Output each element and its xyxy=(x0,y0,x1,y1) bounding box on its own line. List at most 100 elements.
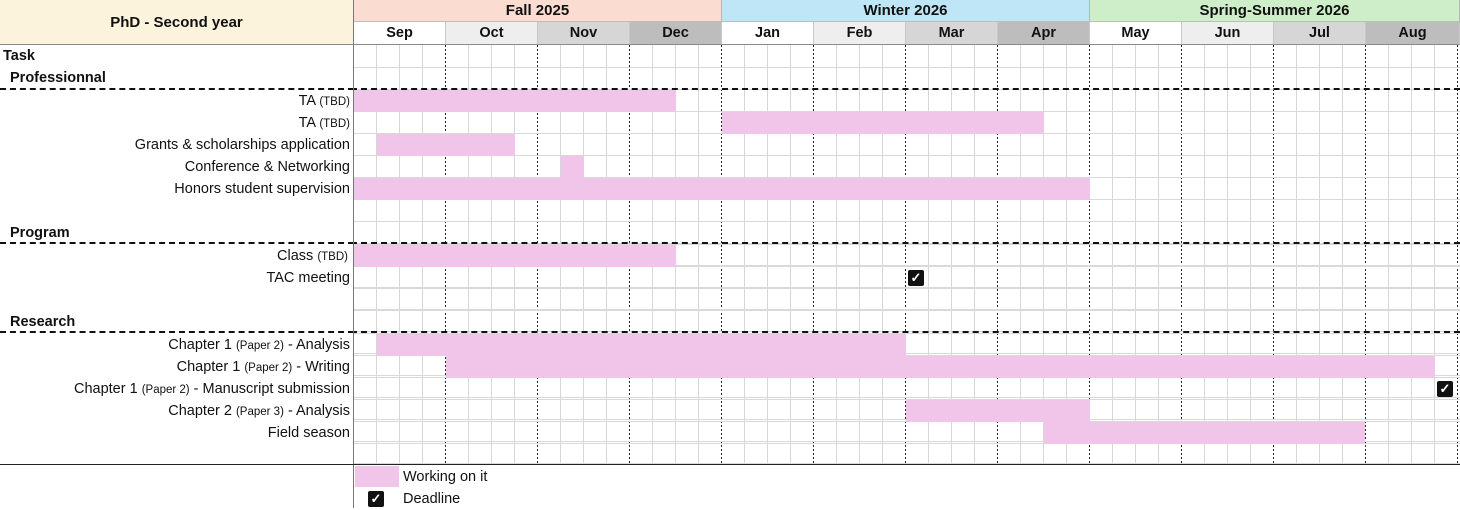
grid-column-line xyxy=(767,45,768,465)
grid-row-line xyxy=(354,399,1460,400)
month-feb: Feb xyxy=(814,22,906,45)
task-label-note: (Paper 2) xyxy=(141,384,190,396)
task-label: Chapter 2 xyxy=(168,403,232,419)
task-column-header: Task xyxy=(3,48,35,64)
grid-row-line xyxy=(0,67,1460,68)
grid-row-line xyxy=(354,177,1460,178)
bar-field-season[interactable] xyxy=(1044,422,1365,444)
grid-column-line xyxy=(928,45,929,465)
grid-row-line xyxy=(354,244,1460,245)
task-ch1-writing: Chapter 1 (Paper 2) - Writing xyxy=(177,356,350,378)
month-boundary-line xyxy=(1089,45,1090,465)
grid-column-line xyxy=(698,45,699,465)
task-ch2-analysis: Chapter 2 (Paper 3) - Analysis xyxy=(168,400,350,422)
month-oct: Oct xyxy=(446,22,538,45)
task-label: Honors student supervision xyxy=(174,181,350,197)
deadline-tac-meeting-icon[interactable]: ✓ xyxy=(908,270,924,286)
deadline-manuscript-submission-icon[interactable]: ✓ xyxy=(1437,381,1453,397)
task-honors: Honors student supervision xyxy=(174,178,350,200)
month-boundary-line xyxy=(997,45,998,465)
task-label-note: (TBD) xyxy=(317,251,348,263)
bar-grants[interactable] xyxy=(377,134,515,156)
task-label: Field season xyxy=(267,425,350,441)
bar-conference[interactable] xyxy=(561,156,584,178)
month-boundary-line xyxy=(1365,45,1366,465)
task-label: Chapter 1 xyxy=(73,381,138,397)
grid-column-line xyxy=(1020,45,1021,465)
bar-class[interactable] xyxy=(354,245,676,267)
grid-row-line xyxy=(0,419,1460,420)
task-label: Chapter 1 xyxy=(168,337,232,353)
grid-row-line xyxy=(354,288,1460,289)
task-label-suffix: - Analysis xyxy=(287,337,350,353)
grid-row-line xyxy=(354,355,1460,356)
grid-column-line xyxy=(1434,45,1435,465)
task-label-column xyxy=(0,45,354,508)
table-bottom-border xyxy=(0,464,1460,465)
checkbox-checked-icon: ✓ xyxy=(368,491,384,507)
task-label: TAC meeting xyxy=(266,270,350,286)
task-label: Conference & Networking xyxy=(184,159,350,175)
grid-column-line xyxy=(1135,45,1136,465)
grid-row-line xyxy=(354,310,1460,311)
task-ta-2: TA (TBD) xyxy=(299,112,350,134)
month-jun: Jun xyxy=(1182,22,1274,45)
season-spring-summer-2026: Spring-Summer 2026 xyxy=(1090,0,1460,22)
grid-column-line xyxy=(1342,45,1343,465)
grid-column-line xyxy=(1066,45,1067,465)
grid-column-line xyxy=(790,45,791,465)
task-label-note: (TBD) xyxy=(319,118,350,130)
chart-title: PhD - Second year xyxy=(0,0,354,45)
bar-ta-2[interactable] xyxy=(722,112,1044,134)
grid-row-line xyxy=(0,441,1460,442)
grid-column-line xyxy=(1250,45,1251,465)
task-label: Class xyxy=(277,248,314,264)
task-label-note: (Paper 2) xyxy=(235,340,284,352)
month-nov: Nov xyxy=(538,22,630,45)
bar-ta-1[interactable] xyxy=(354,90,676,112)
grid-row-line xyxy=(0,397,1460,398)
task-ch1-submission: Chapter 1 (Paper 2) - Manuscript submiss… xyxy=(74,378,350,400)
bar-ch1-writing[interactable] xyxy=(446,356,1435,378)
section-divider-program xyxy=(0,242,1460,244)
section-program: Program xyxy=(10,225,70,241)
grid-column-line xyxy=(1227,45,1228,465)
grid-row-line xyxy=(354,443,1460,444)
bar-ch1-analysis[interactable] xyxy=(377,334,906,356)
grid-row-line xyxy=(0,309,1460,310)
task-label-suffix: - Writing xyxy=(296,359,350,375)
task-label-note: (Paper 3) xyxy=(235,406,284,418)
month-boundary-line xyxy=(1273,45,1274,465)
section-divider-research xyxy=(0,331,1460,333)
task-label: TA xyxy=(298,93,316,109)
column-separator xyxy=(353,0,354,508)
section-research: Research xyxy=(10,314,76,330)
bar-honors[interactable] xyxy=(354,178,1090,200)
task-label: Chapter 1 xyxy=(176,359,241,375)
task-label-suffix: - Manuscript submission xyxy=(193,381,350,397)
legend-deadline-label: Deadline xyxy=(403,491,461,507)
grid-column-line xyxy=(1158,45,1159,465)
grid-row-line xyxy=(0,265,1460,266)
grid-column-line xyxy=(882,45,883,465)
task-conference: Conference & Networking xyxy=(185,156,350,178)
month-boundary-line xyxy=(905,45,906,465)
section-divider-program-label xyxy=(0,242,354,244)
grid-row-line xyxy=(354,221,1460,222)
month-aug: Aug xyxy=(1366,22,1460,45)
section-divider-professional xyxy=(0,88,1460,90)
grid-column-line xyxy=(1411,45,1412,465)
month-apr: Apr xyxy=(998,22,1090,45)
section-divider-research-label xyxy=(0,331,354,333)
task-field: Field season xyxy=(268,422,350,444)
month-jan: Jan xyxy=(722,22,814,45)
month-dec: Dec xyxy=(630,22,722,45)
month-sep: Sep xyxy=(354,22,446,45)
task-ch1-analysis: Chapter 1 (Paper 2) - Analysis xyxy=(168,334,350,356)
grid-column-line xyxy=(1319,45,1320,465)
task-label-suffix: - Analysis xyxy=(287,403,350,419)
task-class: Class (TBD) xyxy=(277,245,348,267)
month-boundary-line xyxy=(1181,45,1182,465)
month-boundary-line xyxy=(813,45,814,465)
grid-column-line xyxy=(744,45,745,465)
